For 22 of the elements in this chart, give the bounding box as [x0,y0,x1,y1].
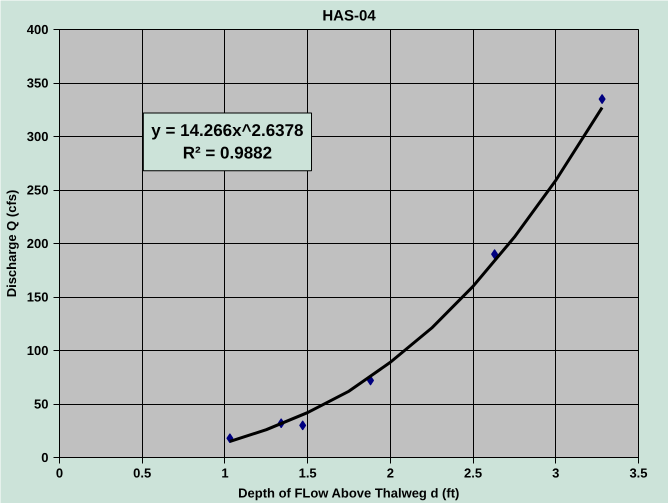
x-axis-title: Depth of FLow Above Thalweg d (ft) [238,486,460,500]
y-tick-label: 100 [26,343,49,358]
y-tick-label: 300 [26,129,49,144]
x-tick-label: 3 [552,466,560,480]
y-tick-label: 400 [26,22,49,37]
y-tick-label: 0 [41,450,49,465]
chart-title: HAS-04 [322,8,376,24]
x-tick-label: 2 [386,466,394,480]
x-tick-label: 2.5 [464,466,482,480]
y-tick-label: 350 [26,76,49,90]
x-tick-label: 1 [221,466,229,480]
x-tick-label: 0 [56,466,64,480]
y-tick-label: 150 [26,290,49,304]
x-tick-label: 0.5 [133,466,152,480]
y-tick-label: 250 [26,182,49,198]
y-tick-label: 200 [26,236,49,251]
y-tick-label: 50 [34,396,49,412]
x-tick-label: 1.5 [298,466,317,480]
annotation: R² = 0.9882 [182,144,272,163]
x-tick-label: 3.5 [629,466,648,480]
y-axis-title: Discharge Q (cfs) [4,190,19,298]
annotation: y = 14.266x^2.6378 [151,120,304,140]
